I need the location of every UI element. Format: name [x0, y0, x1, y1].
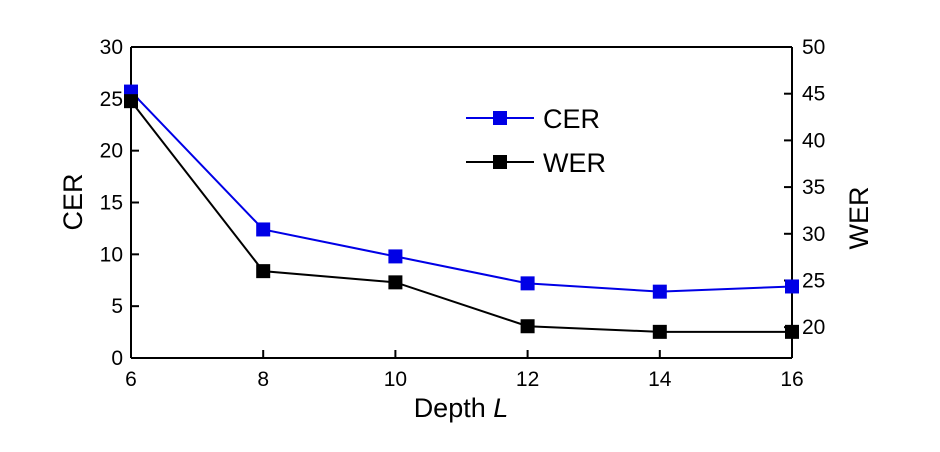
y-left-axis-title: CER	[58, 173, 88, 230]
x-axis-title-var: L	[493, 393, 508, 423]
legend-item-cer: CER	[466, 104, 600, 134]
x-tick-label: 14	[648, 368, 672, 391]
y-left-tick-label: 15	[100, 192, 123, 215]
series-line-cer	[130, 90, 793, 293]
y-right-tick-label: 50	[802, 36, 825, 59]
y-right-tick-label: 35	[802, 176, 825, 199]
x-tick-label: 6	[125, 368, 137, 391]
series-layer	[124, 84, 799, 339]
data-point-cer	[785, 279, 799, 294]
x-tick-label: 8	[257, 368, 269, 391]
y-right-tick-label: 30	[802, 223, 825, 246]
data-point-wer	[124, 94, 138, 109]
legend-wer-label: WER	[543, 148, 606, 178]
y-left-tick-label: 5	[111, 295, 123, 318]
y-left-tick-label: 30	[100, 36, 123, 59]
x-ticks: 6 8 10 12 14 16	[125, 350, 804, 391]
y-right-tick-label: 25	[802, 269, 825, 292]
x-tick-label: 12	[516, 368, 539, 391]
y-right-tick-label: 45	[802, 83, 825, 106]
y-left-tick-label: 20	[100, 140, 123, 163]
x-axis-title: Depth L	[414, 393, 509, 423]
y-left-tick-label: 10	[100, 243, 123, 266]
data-point-wer	[652, 324, 667, 339]
series-line-wer	[130, 100, 792, 333]
data-point-wer	[785, 324, 799, 339]
y-left-ticks: 0 5 10 15 20 25 30	[100, 36, 139, 370]
x-axis-title-text: Depth	[414, 393, 486, 423]
data-point-cer	[256, 222, 271, 237]
data-point-wer	[388, 275, 403, 290]
plot-frame	[130, 46, 793, 359]
legend-item-wer: WER	[466, 148, 606, 178]
legend: CER WER	[466, 104, 606, 178]
y-right-axis-title: WER	[844, 187, 874, 250]
legend-cer-marker	[493, 111, 507, 125]
x-tick-label: 10	[384, 368, 407, 391]
legend-cer-label: CER	[543, 104, 600, 134]
data-point-wer	[256, 264, 271, 279]
y-left-tick-label: 25	[100, 88, 123, 111]
legend-wer-marker	[493, 155, 507, 169]
x-tick-label: 16	[780, 368, 803, 391]
data-point-wer	[520, 319, 535, 334]
y-right-tick-label: 40	[802, 129, 825, 152]
y-left-tick-label: 0	[111, 347, 123, 370]
data-point-cer	[388, 249, 403, 264]
data-point-cer	[520, 276, 535, 291]
y-right-ticks: 20 25 30 35 40 45 50	[784, 36, 825, 339]
y-right-tick-label: 20	[802, 316, 825, 339]
data-point-cer	[652, 284, 667, 299]
